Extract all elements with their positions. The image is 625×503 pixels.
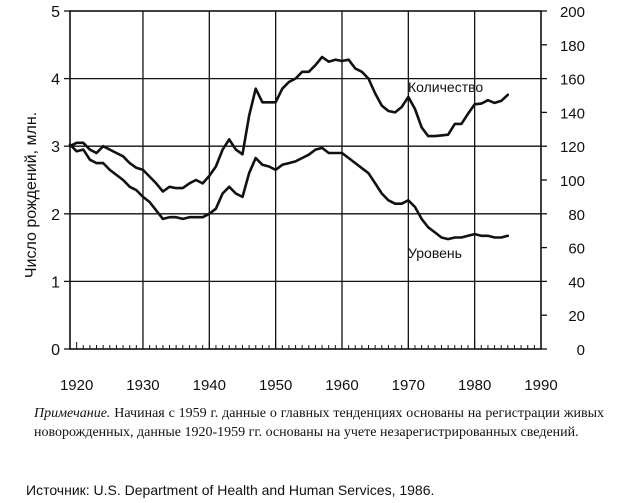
tick-label-x-1990: 1990 (524, 377, 557, 394)
tick-label-left-5: 5 (51, 4, 60, 21)
tick-label-x-1970: 1970 (392, 377, 425, 394)
tick-label-left-1: 1 (51, 274, 60, 291)
tick-label-x-1950: 1950 (259, 377, 292, 394)
plot-frame (69, 10, 542, 350)
tick-label-right-120: 120 (560, 139, 585, 156)
tick-label-left-0: 0 (51, 342, 60, 359)
tick-label-left-2: 2 (51, 207, 60, 224)
tick-label-right-40: 40 (568, 274, 585, 291)
tick-label-right-80: 80 (568, 207, 585, 224)
series-line-count (68, 55, 510, 193)
tick-label-right-200: 200 (560, 4, 585, 21)
tick-label-x-1920: 1920 (60, 377, 93, 394)
tick-label-left-3: 3 (51, 139, 60, 156)
tick-label-x-1940: 1940 (193, 377, 226, 394)
series-line-level (68, 143, 510, 241)
tick-label-x-1930: 1930 (126, 377, 159, 394)
tick-label-right-0: 0 (577, 342, 585, 359)
note-lead: Примечание. (34, 406, 111, 421)
annotation-count: Количество (408, 79, 483, 95)
tick-labels: 0 1 2 3 4 5 0 20 40 60 80 100 120 140 160 180 200 1920 193… (51, 4, 585, 394)
chart-source: Источник: U.S. Department of Health and … (26, 482, 435, 498)
grid-lines (70, 77, 541, 283)
series-lines (68, 55, 510, 241)
chart-note: Примечание. Начиная с 1959 г. данные о г… (34, 404, 604, 442)
birth-chart: 0 1 2 3 4 5 0 20 40 60 80 100 120 140 160 180 200 1920 193… (23, 4, 585, 394)
tick-label-right-100: 100 (560, 173, 585, 190)
year-reference-lines (142, 11, 476, 349)
tick-label-x-1960: 1960 (325, 377, 358, 394)
tick-label-left-4: 4 (51, 72, 60, 89)
annotation-level: Уровень (408, 245, 462, 261)
tick-label-right-180: 180 (560, 38, 585, 55)
note-text: Начиная с 1959 г. данные о главных тенде… (34, 406, 605, 440)
tick-label-right-160: 160 (560, 72, 585, 89)
tick-label-right-60: 60 (568, 241, 585, 258)
tick-label-right-20: 20 (568, 308, 585, 325)
tick-label-right-140: 140 (560, 105, 585, 122)
tick-label-x-1980: 1980 (458, 377, 491, 394)
y-axis-label-left: Число рождений, млн. (23, 112, 40, 278)
